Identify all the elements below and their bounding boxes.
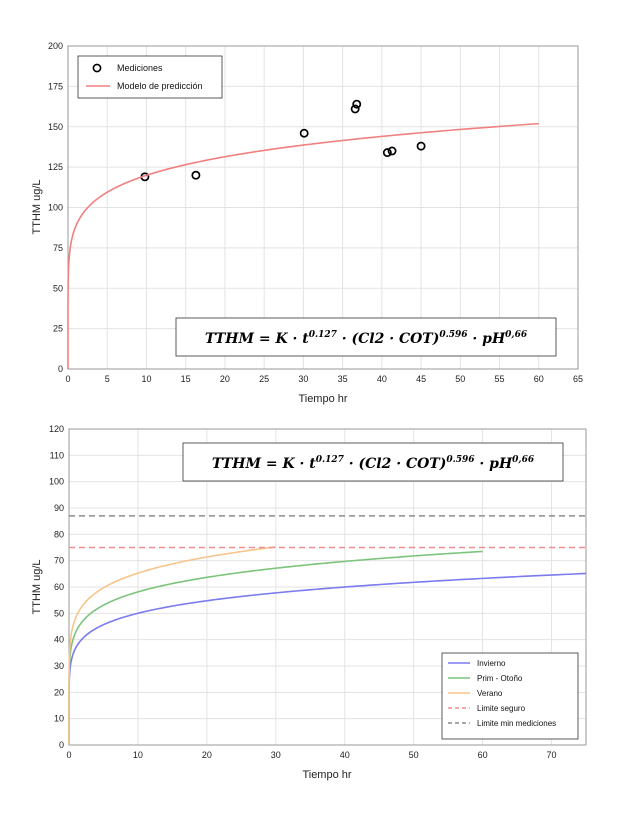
chart-2-legend-label-limite-min: Limite min mediciones: [477, 719, 556, 728]
chart-1-series-mediciones-point: [350, 104, 360, 114]
chart-2-y-tick-label: 80: [54, 529, 64, 539]
chart-1-y-tick-label: 175: [48, 81, 63, 91]
chart-1-x-tick-label: 40: [377, 374, 387, 384]
chart-2-x-tick-label: 0: [66, 750, 71, 760]
chart-1-y-tick-label: 100: [48, 203, 63, 213]
chart-1-x-tick-label: 5: [105, 374, 110, 384]
chart-2-legend-box: [441, 652, 579, 740]
chart-1-measurements-vs-model: 0 5 10 15 20 25 30 35 40 45 50 55 60 65 0 25 50 75 100 125 1…: [31, 41, 583, 405]
chart-1-formula-tail: · pH: [468, 331, 506, 347]
chart-1-series-mediciones-point: [191, 170, 201, 180]
chart-1-y-tick-label: 25: [53, 324, 63, 334]
chart-2-y-tick-label: 40: [54, 635, 64, 645]
chart-2-legend-label-prim-otono: Prim - Otoño: [477, 674, 523, 683]
chart-1-x-tick-label: 30: [298, 374, 308, 384]
chart-2-y-tick-label: 90: [54, 503, 64, 513]
chart-1-x-tick-label: 25: [259, 374, 269, 384]
chart-1-formula-exp2: 0.596: [439, 330, 468, 340]
chart-1-y-tick-label: 200: [48, 41, 63, 51]
chart-2-series-verano-line: [68, 546, 276, 745]
chart-2-legend-label-limite-seguro: Limite seguro: [477, 704, 526, 713]
chart-2-series: [68, 515, 587, 745]
chart-1-x-tick-label: 35: [338, 374, 348, 384]
chart-1-legend-marker-mediciones: [92, 63, 102, 73]
chart-2-y-tick-label: 100: [49, 477, 64, 487]
chart-2-legend: Invierno Prim - Otoño Verano Limite segu…: [441, 652, 579, 740]
chart-2-x-tick-label: 30: [271, 750, 281, 760]
chart-2-formula-exp1: 0.127: [316, 455, 345, 465]
chart-2-x-tick-label: 60: [478, 750, 488, 760]
chart-1-x-tick-label: 55: [495, 374, 505, 384]
chart-1-series-mediciones-point: [382, 148, 392, 158]
chart-1-formula-exp1: 0.127: [309, 330, 338, 340]
chart-2-x-tick-label: 70: [547, 750, 557, 760]
chart-1-y-tick-label: 150: [48, 122, 63, 132]
chart-1-legend: Mediciones Modelo de predicción: [77, 55, 223, 99]
chart-2-formula-exp3: 0,66: [512, 455, 535, 465]
chart-2-x-tick-label: 40: [340, 750, 350, 760]
chart-1-legend-label-mediciones: Mediciones: [117, 63, 163, 73]
chart-1-x-tick-label: 0: [65, 374, 70, 384]
chart-2-y-tick-label: 50: [54, 608, 64, 618]
chart-2-formula-base: TTHM = K · t: [212, 456, 316, 472]
chart-1-plot-frame: [67, 45, 579, 370]
chart-2-legend-label-verano: Verano: [477, 689, 503, 698]
chart-2-x-tick-label: 50: [409, 750, 419, 760]
chart-1-x-axis-label: Tiempo hr: [298, 393, 347, 405]
chart-1-y-tick-label: 125: [48, 162, 63, 172]
chart-2-x-tick-label: 10: [133, 750, 143, 760]
chart-1-y-tick-label: 0: [58, 364, 63, 374]
chart-2-y-tick-label: 0: [59, 740, 64, 750]
chart-1-y-axis-label: TTHM ug/L: [31, 179, 43, 234]
chart-2-formula-frame: [182, 442, 564, 482]
chart-2-plot-frame: [68, 428, 587, 746]
chart-1-x-tick-label: 15: [181, 374, 191, 384]
chart-2-series-prim-otono-line: [68, 550, 483, 745]
chart-2-y-tick-label: 110: [50, 450, 64, 460]
chart-1-formula-mid: · (Cl2 · COT): [337, 331, 439, 347]
chart-2-formula-mid: · (Cl2 · COT): [344, 456, 446, 472]
chart-1-series: [67, 99, 539, 369]
chart-1-series-mediciones-point: [352, 99, 362, 109]
chart-1-tick-labels: 0 5 10 15 20 25 30 35 40 45 50 55 60 65 0 25 50 75 100 125 1…: [48, 41, 583, 384]
chart-2-x-axis-label: Tiempo hr: [302, 769, 351, 781]
chart-2-formula-box: TTHM = K · t0.127 · (Cl2 · COT)0.596 · p…: [182, 442, 564, 482]
chart-2-y-tick-label: 70: [54, 556, 64, 566]
chart-2-y-tick-label: 60: [54, 582, 64, 592]
chart-1-series-mediciones-point: [299, 128, 309, 138]
chart-1-y-tick-label: 75: [53, 243, 63, 253]
chart-1-series-mediciones-point: [387, 146, 397, 156]
chart-2-formula: TTHM = K · t0.127 · (Cl2 · COT)0.596 · p…: [212, 455, 535, 472]
chart-2-formula-tail: · pH: [475, 456, 513, 472]
chart-1-x-tick-label: 65: [573, 374, 583, 384]
chart-1-legend-label-modelo: Modelo de predicción: [117, 81, 203, 91]
chart-2-y-tick-label: 30: [54, 661, 64, 671]
chart-1-x-tick-label: 10: [141, 374, 151, 384]
chart-1-y-tick-label: 50: [53, 283, 63, 293]
chart-1-x-tick-label: 20: [220, 374, 230, 384]
chart-1-x-tick-label: 50: [455, 374, 465, 384]
chart-2-y-axis-label: TTHM ug/L: [31, 559, 43, 614]
chart-1-x-tick-label: 45: [416, 374, 426, 384]
chart-1-formula-exp3: 0,66: [505, 330, 528, 340]
chart-1-formula-box: TTHM = K · t0.127 · (Cl2 · COT)0.596 · p…: [175, 317, 557, 357]
chart-2-legend-label-invierno: Invierno: [477, 659, 506, 668]
chart-2-seasonal-curves: 0 10 20 30 40 50 60 70 0 10 20 30 40 50 60 70 80 90 100 110…: [31, 424, 587, 781]
chart-2-tick-labels: 0 10 20 30 40 50 60 70 0 10 20 30 40 50 60 70 80 90 100 110…: [49, 424, 557, 760]
chart-1-formula-frame: [175, 317, 557, 357]
chart-1-series-modelo-de-prediccion-line: [67, 122, 539, 369]
chart-2-y-tick-label: 20: [54, 687, 64, 697]
chart-1-x-tick-label: 60: [534, 374, 544, 384]
chart-1-legend-box: [77, 55, 223, 99]
chart-2-series-invierno-line: [68, 572, 587, 745]
chart-2-x-tick-label: 20: [202, 750, 212, 760]
chart-2-y-tick-label: 10: [54, 714, 64, 724]
chart-1-formula: TTHM = K · t0.127 · (Cl2 · COT)0.596 · p…: [205, 330, 528, 347]
chart-1-formula-base: TTHM = K · t: [205, 331, 309, 347]
chart-2-y-tick-label: 120: [49, 424, 64, 434]
chart-2-formula-exp2: 0.596: [446, 455, 475, 465]
chart-1-series-mediciones-point: [416, 141, 426, 151]
